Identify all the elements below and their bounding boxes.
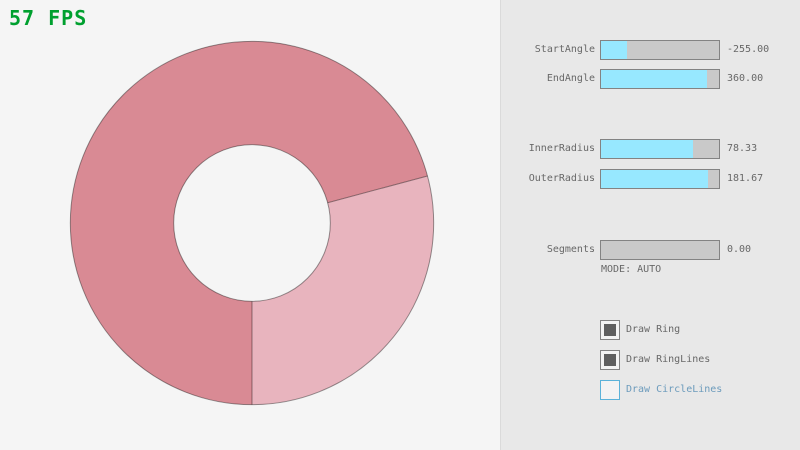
mode-label: MODE: AUTO [601,264,662,275]
innerradius-slider[interactable] [600,139,720,159]
slider-fill [601,170,709,188]
slider-row-endangle: EndAngle 360.00 [501,69,800,89]
slider-row-startangle: StartAngle -255.00 [501,40,800,60]
checkbox-row-draw-ringlines: Draw RingLines [501,350,800,370]
fps-counter: 57 FPS [9,6,88,30]
checkmark [604,324,616,336]
slider-row-segments: Segments 0.00 [501,240,800,260]
slider-value: -255.00 [727,44,770,55]
slider-fill [601,41,627,59]
slider-value: 78.33 [727,143,758,154]
checkbox-label[interactable]: Draw Ring [626,324,681,335]
draw-ringlines-checkbox[interactable] [600,350,620,370]
checkbox-row-draw-ring: Draw Ring [501,320,800,340]
slider-label: StartAngle [534,44,595,55]
slider-value: 0.00 [727,244,752,255]
endangle-slider[interactable] [600,69,720,89]
slider-label: OuterRadius [528,173,595,184]
ring-drawing [69,40,435,406]
slider-label: Segments [546,244,595,255]
controls-panel: StartAngle -255.00 EndAngle 360.00 Inner… [500,0,800,450]
outerradius-slider[interactable] [600,169,720,189]
slider-label: InnerRadius [528,143,595,154]
checkmark [604,354,616,366]
checkbox-label[interactable]: Draw RingLines [626,354,711,365]
startangle-slider[interactable] [600,40,720,60]
draw-ring-checkbox[interactable] [600,320,620,340]
slider-row-innerradius: InnerRadius 78.33 [501,139,800,159]
slider-value: 181.67 [727,173,764,184]
checkbox-label[interactable]: Draw CircleLines [626,384,723,395]
slider-value: 360.00 [727,73,764,84]
slider-fill [601,70,708,88]
draw-circlelines-checkbox[interactable] [600,380,620,400]
slider-label: EndAngle [546,73,595,84]
checkbox-row-draw-circlelines: Draw CircleLines [501,380,800,400]
segments-slider[interactable] [600,240,720,260]
slider-row-outerradius: OuterRadius 181.67 [501,169,800,189]
slider-fill [601,140,694,158]
